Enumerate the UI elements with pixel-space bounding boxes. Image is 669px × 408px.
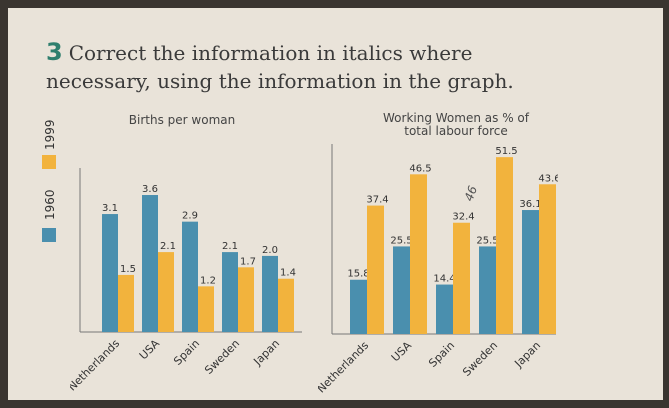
category-label-spain: Spain [171,337,202,368]
category-label-sweden: Sweden [202,337,242,377]
category-label-sweden: Sweden [460,339,500,379]
bar-spain-1960 [436,284,453,334]
bar-japan-1960 [262,255,278,332]
category-label-usa: USA [137,337,163,363]
bar-usa-1960 [393,246,410,334]
data-label-usa-1999: 46.5 [409,163,431,174]
handwritten-annotation: 46 [462,184,481,203]
data-label-sweden-1999: 1.7 [240,256,256,267]
births-per-woman-chart: Births per woman 3.1 1.5 Netherlands 3.6 2.1 U… [70,113,302,394]
exercise-instruction-line-1: Correct the information in italics where [68,41,473,65]
legend-swatch-1960 [42,228,56,242]
bar-netherlands-1960 [350,279,367,334]
bar-spain-1999 [198,286,214,332]
data-label-sweden-1960: 2.1 [222,241,238,252]
data-label-japan-1999: 43.6 [538,173,558,184]
legend-swatch-1999 [42,155,56,169]
data-label-spain-1960: 14.4 [433,274,455,285]
data-label-netherlands-1999: 37.4 [366,195,388,206]
bar-japan-1999 [278,278,294,332]
data-label-spain-1999: 1.2 [200,275,216,286]
bar-netherlands-1999 [367,205,384,334]
chart-title-line-1: Working Women as % of [383,111,530,125]
category-label-japan: Japan [251,337,283,369]
bar-japan-1960 [522,210,539,334]
bar-sweden-1999 [238,267,254,332]
data-label-usa-1960: 25.5 [390,235,412,246]
data-label-sweden-1960: 25.5 [476,235,498,246]
data-label-usa-1960: 3.6 [142,184,158,195]
bar-spain-1999 [453,222,470,334]
data-label-usa-1999: 2.1 [160,241,176,252]
chart-legend: 1999 1960 [36,118,62,248]
bar-usa-1960 [142,195,158,332]
data-label-japan-1960: 2.0 [262,245,278,256]
exercise-instruction-line-2: necessary, using the information in the … [46,69,514,93]
textbook-page: 3 Correct the information in italics wher… [8,8,663,400]
chart-title-line-1: Births per woman [129,113,235,127]
legend-label-1960: 1960 [43,189,57,220]
chart-title-line-2: total labour force [404,124,507,138]
data-label-sweden-1999: 51.5 [495,146,517,157]
legend-label-1999: 1999 [43,119,57,150]
bar-sweden-1960 [479,246,496,334]
data-label-japan-1960: 36.1 [519,199,541,210]
exercise-heading: 3 Correct the information in italics wher… [46,38,514,95]
bar-japan-1999 [539,184,556,334]
category-label-spain: Spain [426,339,457,370]
exercise-heading-line-1: 3 Correct the information in italics wher… [46,38,514,67]
data-label-netherlands-1960: 3.1 [102,203,118,214]
exercise-number: 3 [46,38,63,66]
data-label-spain-1960: 2.9 [182,211,198,222]
bar-usa-1999 [410,174,427,334]
data-label-netherlands-1999: 1.5 [120,264,136,275]
category-label-netherlands: Netherlands [318,339,371,396]
bar-spain-1960 [182,221,198,332]
data-label-spain-1999: 32.4 [452,212,474,223]
category-label-usa: USA [389,339,415,365]
bar-netherlands-1960 [102,214,118,332]
data-label-netherlands-1960: 15.8 [347,269,369,280]
bar-netherlands-1999 [118,274,134,332]
data-label-japan-1999: 1.4 [280,268,296,279]
bar-sweden-1960 [222,252,238,332]
bar-usa-1999 [158,252,174,332]
bar-sweden-1999 [496,157,513,334]
category-label-japan: Japan [512,339,544,371]
category-label-netherlands: Netherlands [70,337,122,394]
